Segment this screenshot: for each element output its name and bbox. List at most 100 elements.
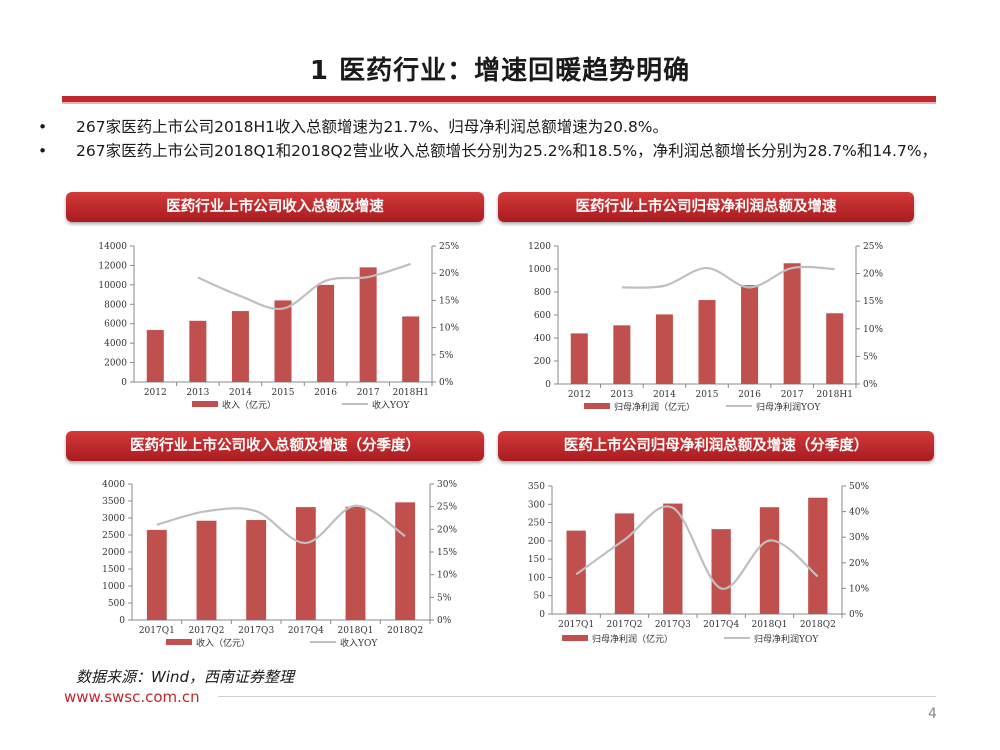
bar bbox=[395, 502, 416, 620]
bar bbox=[570, 333, 588, 384]
x-tick-label: 2018H1 bbox=[392, 388, 428, 398]
bar bbox=[345, 506, 366, 620]
bar bbox=[146, 330, 164, 382]
y-tick-label: 2500 bbox=[102, 531, 125, 541]
bar bbox=[274, 300, 292, 382]
page-number: 4 bbox=[928, 706, 937, 722]
footer-divider bbox=[218, 696, 936, 697]
y-tick-label: 150 bbox=[528, 555, 545, 565]
x-tick-label: 2018H1 bbox=[816, 390, 852, 400]
y2-tick-label: 0% bbox=[863, 380, 878, 390]
net-profit-quarterly-chart: 350 300 250 200 150 100 50 0 50% 40% 30% 20% 10% 0% 20… bbox=[528, 482, 870, 645]
x-tick-label: 2015 bbox=[272, 388, 295, 398]
legend-label-line: 收入YOY bbox=[372, 399, 410, 411]
panel-header-net-profit-quarterly: 医药上市公司归母净利润总额及增速（分季度） bbox=[498, 431, 934, 461]
y-tick-label: 800 bbox=[534, 288, 551, 298]
y-tick-label: 0 bbox=[119, 616, 125, 626]
legend-label-bar: 归母净利润（亿元） bbox=[592, 633, 673, 645]
x-tick-label: 2017Q1 bbox=[139, 626, 175, 636]
bar bbox=[317, 284, 335, 382]
y-tick-label: 1000 bbox=[528, 265, 551, 275]
legend-swatch-bar bbox=[562, 635, 588, 641]
revenue-annual-chart: 14000 12000 10000 8000 6000 4000 2000 0 25% 20% 15… bbox=[98, 242, 459, 411]
y2-tick-label: 20% bbox=[863, 270, 883, 280]
yoy-line bbox=[197, 262, 412, 311]
y2-tick-label: 10% bbox=[439, 324, 459, 334]
y-tick-label: 6000 bbox=[104, 320, 127, 330]
y2-tick-label: 5% bbox=[437, 593, 452, 603]
x-tick-label: 2013 bbox=[186, 388, 209, 398]
bullet-text: 267家医药上市公司2018H1收入总额增速为21.7%、归母净利润总额增速为2… bbox=[76, 118, 669, 136]
y2-tick-label: 10% bbox=[863, 325, 883, 335]
y2-tick-label: 15% bbox=[439, 296, 459, 306]
legend-swatch-bar bbox=[584, 403, 610, 409]
bar bbox=[808, 497, 828, 614]
x-tick-label: 2017Q2 bbox=[188, 626, 224, 636]
y2-tick-label: 10% bbox=[437, 571, 457, 581]
yoy-line bbox=[156, 504, 406, 545]
panel-header-net-profit: 医药行业上市公司归母净利润总额及增速 bbox=[498, 192, 914, 222]
x-tick-label: 2018Q1 bbox=[751, 620, 787, 630]
y-tick-label: 600 bbox=[534, 311, 551, 321]
y-tick-label: 300 bbox=[528, 500, 545, 510]
y2-tick-label: 10% bbox=[849, 584, 869, 594]
x-tick-label: 2018Q2 bbox=[800, 620, 836, 630]
legend-swatch-bar bbox=[192, 401, 218, 407]
x-tick-label: 2014 bbox=[229, 388, 252, 398]
title-divider bbox=[62, 96, 936, 102]
x-tick-label: 2017 bbox=[357, 388, 380, 398]
panel-header-revenue-quarterly: 医药行业上市公司收入总额及增速（分季度） bbox=[66, 431, 484, 461]
bar bbox=[196, 520, 217, 620]
revenue-quarterly-chart: 4000 3500 3000 2500 2000 1500 1000 500 0 30% 25% 20… bbox=[102, 480, 457, 649]
y-tick-label: 100 bbox=[528, 573, 545, 583]
bar bbox=[663, 503, 683, 614]
panel-header-revenue: 医药行业上市公司收入总额及增速 bbox=[66, 192, 484, 222]
y2-tick-label: 20% bbox=[439, 269, 459, 279]
data-source-note: 数据来源：Wind，西南证券整理 bbox=[76, 668, 295, 686]
x-tick-label: 2015 bbox=[696, 390, 719, 400]
y-tick-label: 0 bbox=[121, 378, 127, 388]
y-tick-label: 3000 bbox=[102, 514, 125, 524]
y-tick-label: 350 bbox=[528, 482, 545, 492]
website-link[interactable]: www.swsc.com.cn bbox=[64, 688, 200, 706]
y-tick-label: 2000 bbox=[104, 359, 127, 369]
y-tick-label: 8000 bbox=[104, 300, 127, 310]
bar bbox=[231, 311, 249, 382]
legend-label-bar: 收入（亿元） bbox=[222, 399, 276, 411]
y-tick-label: 1200 bbox=[528, 242, 551, 252]
y-tick-label: 200 bbox=[534, 357, 551, 367]
y2-tick-label: 25% bbox=[863, 242, 883, 252]
x-tick-label: 2013 bbox=[610, 390, 633, 400]
x-tick-label: 2014 bbox=[653, 390, 676, 400]
bullet-text: 267家医药上市公司2018Q1和2018Q2营业收入总额增长分别为25.2%和… bbox=[76, 142, 938, 160]
x-tick-label: 2017Q4 bbox=[703, 620, 739, 630]
y2-tick-label: 15% bbox=[863, 297, 883, 307]
bar bbox=[566, 530, 586, 614]
bar bbox=[655, 314, 673, 384]
x-tick-label: 2017Q2 bbox=[606, 620, 642, 630]
legend-label-line: 归母净利润YOY bbox=[754, 633, 819, 645]
bullet-marker: • bbox=[38, 118, 48, 136]
x-tick-label: 2012 bbox=[144, 388, 167, 398]
y-tick-label: 12000 bbox=[98, 261, 127, 271]
legend-label-line: 归母净利润YOY bbox=[756, 401, 821, 413]
bar bbox=[246, 520, 267, 620]
bar bbox=[359, 267, 377, 382]
y2-tick-label: 20% bbox=[437, 525, 457, 535]
yoy-line bbox=[621, 265, 835, 289]
y-tick-label: 1000 bbox=[102, 582, 125, 592]
y-tick-label: 3500 bbox=[102, 497, 125, 507]
x-tick-label: 2017 bbox=[781, 390, 804, 400]
bullet-marker: • bbox=[38, 142, 48, 160]
bar bbox=[698, 300, 716, 384]
bar bbox=[711, 529, 731, 614]
y-tick-label: 1500 bbox=[102, 565, 125, 575]
y2-tick-label: 5% bbox=[439, 351, 454, 361]
y2-tick-label: 15% bbox=[437, 548, 457, 558]
y2-tick-label: 30% bbox=[849, 533, 869, 543]
y2-tick-label: 25% bbox=[437, 503, 457, 513]
legend-label-bar: 收入（亿元） bbox=[196, 637, 250, 649]
y2-tick-label: 40% bbox=[849, 508, 869, 518]
y-tick-label: 0 bbox=[545, 380, 551, 390]
y2-tick-label: 30% bbox=[437, 480, 457, 490]
